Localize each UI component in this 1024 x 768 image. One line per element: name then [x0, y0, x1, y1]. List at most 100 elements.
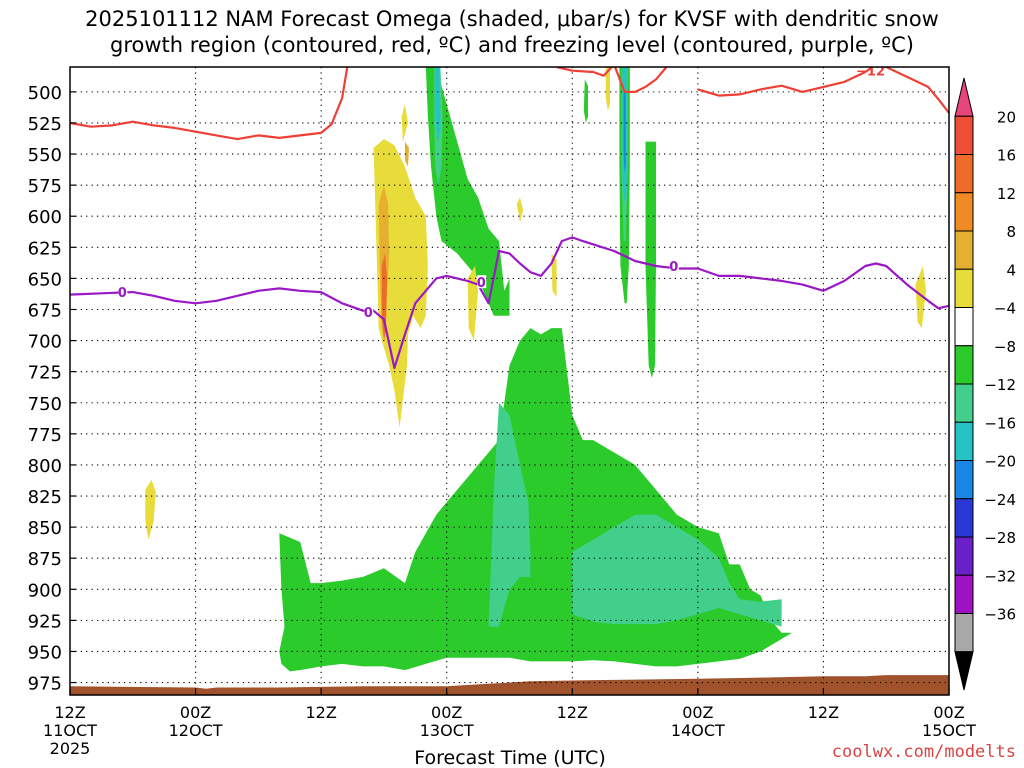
y-tick-label-950: 950 [28, 642, 62, 663]
omega-region-4 [583, 79, 588, 123]
colorbar-label-7: −12 [984, 376, 1016, 394]
y-tick-label-500: 500 [28, 83, 62, 104]
freezing-label-bg-0 [118, 285, 128, 299]
y-tick-label-725: 725 [28, 363, 62, 384]
colorbar-label-11: −28 [984, 529, 1016, 547]
x-tick-date-12: 12OCT [169, 721, 223, 740]
x-tick-time-48: 12Z [557, 703, 588, 722]
omega-region-19 [605, 67, 610, 111]
colorbar-label-2: 12 [997, 185, 1016, 203]
chart-title: 2025101112 NAM Forecast Omega (shaded, μ… [0, 6, 1024, 58]
x-tick-time-60: 00Z [682, 703, 713, 722]
colorbar-bin-11 [954, 498, 974, 538]
omega-shading-layer [145, 67, 926, 672]
freezing-level-label-2: 0 [477, 276, 486, 291]
omega-region-18 [516, 197, 524, 223]
omega-region-17 [915, 266, 926, 329]
chart-title-line-1: 2025101112 NAM Forecast Omega (shaded, μ… [85, 7, 939, 31]
omega-region-1 [425, 67, 510, 316]
y-tick-label-800: 800 [28, 456, 62, 477]
dendritic-contour-2 [556, 67, 668, 94]
plot-frame [69, 66, 950, 696]
dendritic-contour-1 [70, 67, 349, 141]
y-tick-label-700: 700 [28, 332, 62, 353]
colorbar-bin-6 [954, 307, 974, 347]
colorbar-label-1: 16 [997, 147, 1016, 165]
x-tick-time-12: 00Z [180, 703, 211, 722]
grid-layer [70, 67, 949, 695]
freezing-level-label-3: 0 [669, 260, 678, 275]
colorbar-bin-7 [954, 345, 974, 385]
y-tick-label-675: 675 [28, 300, 62, 321]
y-tick-label-925: 925 [28, 611, 62, 632]
x-tick-time-72: 12Z [808, 703, 839, 722]
colorbar-bin-12 [954, 536, 974, 576]
x-tick-year-0: 2025 [50, 739, 91, 758]
y-tick-label-750: 750 [28, 394, 62, 415]
colorbar-bin-14 [954, 613, 974, 653]
colorbar-label-12: −32 [984, 567, 1016, 585]
colorbar-top-arrow [954, 77, 974, 117]
colorbar-bin-5 [954, 268, 974, 308]
omega-region-6 [572, 514, 782, 627]
contour-layer: −12 0 0 0 0 [70, 65, 949, 369]
colorbar-bin-9 [954, 421, 974, 461]
omega-region-15 [551, 253, 557, 298]
omega-region-21 [404, 141, 409, 167]
colorbar-bin-13 [954, 574, 974, 614]
y-tick-label-575: 575 [28, 176, 62, 197]
credit-link[interactable]: coolwx.com/modelts [831, 742, 1016, 762]
x-tick-date-36: 13OCT [420, 721, 474, 740]
colorbar-bin-2 [954, 154, 974, 194]
colorbar-label-4: 4 [1006, 261, 1016, 279]
y-tick-label-875: 875 [28, 549, 62, 570]
colorbar-label-3: 8 [1006, 223, 1016, 241]
y-tick-label-625: 625 [28, 238, 62, 259]
dendritic-contour-label: −12 [856, 65, 885, 80]
colorbar-bin-3 [954, 192, 974, 232]
y-tick-label-525: 525 [28, 114, 62, 135]
chart-title-line-2: growth region (contoured, red, ºC) and f… [110, 33, 914, 57]
terrain-layer [70, 675, 949, 695]
freezing-label-bg-2 [477, 275, 487, 289]
omega-region-5 [488, 402, 531, 627]
x-tick-time-36: 00Z [431, 703, 462, 722]
y-tick-label-900: 900 [28, 580, 62, 601]
y-tick-label-550: 550 [28, 145, 62, 166]
x-tick-time-84: 00Z [933, 703, 964, 722]
omega-region-3 [645, 141, 656, 378]
colorbar: 20 16 12 8 4 −4 −8 −12 −16 −20 −24 −28 −32 −36 [954, 77, 1016, 691]
colorbar-label-6: −8 [994, 338, 1016, 356]
colorbar-bin-1 [954, 115, 974, 155]
x-tick-time-0: 12Z [54, 703, 85, 722]
y-tick-label-975: 975 [28, 674, 62, 695]
colorbar-label-10: −24 [984, 491, 1016, 509]
y-axis: 500 525 550 575 600 625 650 675 700 725 750 775 800 8… [28, 83, 76, 695]
y-tick-label-775: 775 [28, 425, 62, 446]
x-axis-title: Forecast Time (UTC) [414, 747, 605, 768]
terrain-surface [70, 675, 949, 695]
freezing-level-label-0: 0 [118, 286, 127, 301]
colorbar-label-8: −16 [984, 414, 1016, 432]
colorbar-bin-8 [954, 383, 974, 423]
colorbar-bin-10 [954, 460, 974, 500]
omega-region-11 [623, 91, 626, 173]
y-tick-label-600: 600 [28, 207, 62, 228]
x-tick-date-0: 11OCT [43, 721, 97, 740]
omega-region-16 [145, 479, 156, 540]
y-tick-label-650: 650 [28, 269, 62, 290]
colorbar-bottom-arrow [954, 651, 974, 691]
y-tick-label-825: 825 [28, 487, 62, 508]
x-tick-date-60: 14OCT [671, 721, 725, 740]
freezing-level-label-1: 0 [364, 306, 373, 321]
colorbar-label-5: −4 [994, 300, 1016, 318]
colorbar-label-0: 20 [997, 108, 1016, 126]
omega-region-9 [435, 67, 441, 142]
colorbar-label-9: −20 [984, 453, 1016, 471]
freezing-label-bg-1 [364, 304, 374, 318]
x-tick-time-24: 12Z [305, 703, 336, 722]
freezing-level-contour [70, 236, 949, 369]
y-tick-label-850: 850 [28, 518, 62, 539]
colorbar-label-13: −36 [984, 606, 1016, 624]
